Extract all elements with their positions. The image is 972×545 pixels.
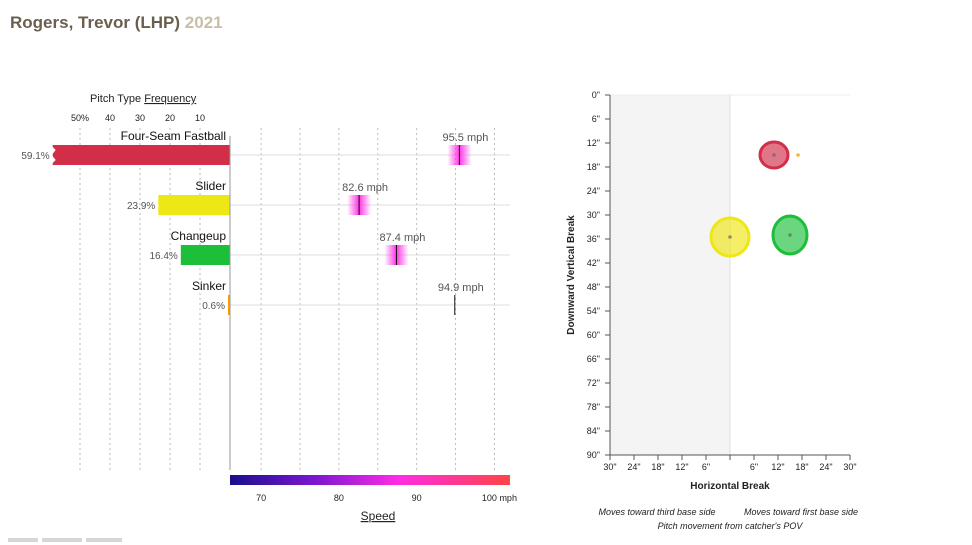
x-tick-label: 12"	[675, 462, 688, 472]
y-tick-label: 18"	[587, 162, 600, 172]
player-name: Rogers, Trevor (LHP)	[10, 13, 181, 32]
third-base-side-shade	[610, 95, 730, 455]
pitch-frequency-speed-chart: Pitch Type Frequency 50% 40 30 20 10 Four-Se…	[21, 93, 517, 523]
pitch-name: Four-Seam Fastball	[121, 129, 226, 143]
movement-center-dot	[788, 233, 792, 237]
x-tick-label: 30"	[843, 462, 856, 472]
x-tick-label: 30"	[603, 462, 616, 472]
movement-center-dot	[796, 153, 800, 157]
avg-speed-label: 87.4 mph	[380, 232, 426, 244]
frequency-tick-label: 10	[195, 113, 205, 123]
y-tick-label: 60"	[587, 330, 600, 340]
y-tick-label: 48"	[587, 282, 600, 292]
speed-axis-label[interactable]: Speed	[361, 509, 396, 523]
third-base-note: Moves toward third base side	[598, 507, 715, 517]
avg-speed-label: 94.9 mph	[438, 282, 484, 294]
y-tick-label: 30"	[587, 210, 600, 220]
speed-color-scale	[230, 475, 510, 485]
frequency-link[interactable]: Frequency	[144, 93, 196, 105]
speed-tick-label: 100 mph	[482, 493, 517, 503]
y-tick-label: 36"	[587, 234, 600, 244]
movement-point[interactable]	[796, 153, 800, 157]
chart-title: Pitch Type Frequency	[90, 93, 197, 105]
y-axis-label: Downward Vertical Break	[566, 215, 577, 335]
movement-center-dot	[728, 235, 732, 239]
movement-point[interactable]	[709, 216, 751, 258]
y-tick-label: 66"	[587, 354, 600, 364]
x-tick-label: 12"	[771, 462, 784, 472]
x-tick-label: 24"	[627, 462, 640, 472]
avg-speed-label: 82.6 mph	[342, 182, 388, 194]
avg-speed-label: 95.5 mph	[443, 132, 489, 144]
speed-tick-label: 80	[334, 493, 344, 503]
y-tick-label: 54"	[587, 306, 600, 316]
frequency-label: 16.4%	[149, 251, 177, 262]
pitch-row[interactable]: Slider 23.9% 82.6 mph	[127, 179, 510, 215]
frequency-label: 0.6%	[202, 301, 225, 312]
y-tick-label: 6"	[592, 114, 600, 124]
x-tick-label: 18"	[651, 462, 664, 472]
frequency-label: 23.9%	[127, 201, 155, 212]
frequency-tick-label: 40	[105, 113, 115, 123]
frequency-tick-label: 50%	[71, 113, 89, 123]
y-tick-label: 78"	[587, 402, 600, 412]
pitch-movement-chart: 0" 6" 12" 18" 24" 30" 36" 42" 48" 54" 60" 66" 72" 78"…	[566, 90, 858, 531]
x-tick-label: 6"	[702, 462, 710, 472]
frequency-tick-label: 20	[165, 113, 175, 123]
pov-note: Pitch movement from catcher's POV	[658, 521, 804, 531]
y-tick-label: 84"	[587, 426, 600, 436]
frequency-bar	[180, 245, 230, 265]
y-tick-label: 24"	[587, 186, 600, 196]
pitch-row[interactable]: Changeup 16.4% 87.4 mph	[149, 229, 510, 265]
frequency-label: 59.1%	[21, 151, 49, 162]
bar-overflow-edge	[50, 145, 56, 165]
x-tick-label: 24"	[819, 462, 832, 472]
pitch-name: Slider	[195, 179, 226, 193]
movement-point[interactable]	[758, 140, 790, 170]
frequency-bar	[52, 145, 231, 165]
movement-point[interactable]	[771, 214, 809, 256]
pitch-row[interactable]: Four-Seam Fastball 59.1% 95.5 mph	[21, 129, 510, 165]
frequency-bar	[228, 295, 230, 315]
frequency-bar	[158, 195, 230, 215]
movement-center-dot	[772, 153, 776, 157]
truncated-section-heading	[8, 538, 138, 545]
speed-tick-label: 90	[412, 493, 422, 503]
x-axis-label: Horizontal Break	[690, 481, 770, 492]
frequency-tick-label: 30	[135, 113, 145, 123]
y-tick-label: 90"	[587, 450, 600, 460]
y-tick-label: 0"	[592, 90, 600, 100]
season-year: 2021	[184, 13, 223, 32]
x-tick-label: 18"	[795, 462, 808, 472]
page-title: Rogers, Trevor (LHP) 2021	[10, 13, 223, 33]
y-tick-label: 72"	[587, 378, 600, 388]
y-tick-label: 12"	[587, 138, 600, 148]
pitch-name: Sinker	[192, 279, 226, 293]
y-tick-label: 42"	[587, 258, 600, 268]
pitch-name: Changeup	[171, 229, 227, 243]
x-tick-label: 6"	[750, 462, 758, 472]
pitch-row[interactable]: Sinker 0.6% 94.9 mph	[192, 279, 510, 315]
speed-tick-label: 70	[256, 493, 266, 503]
first-base-note: Moves toward first base side	[744, 507, 858, 517]
